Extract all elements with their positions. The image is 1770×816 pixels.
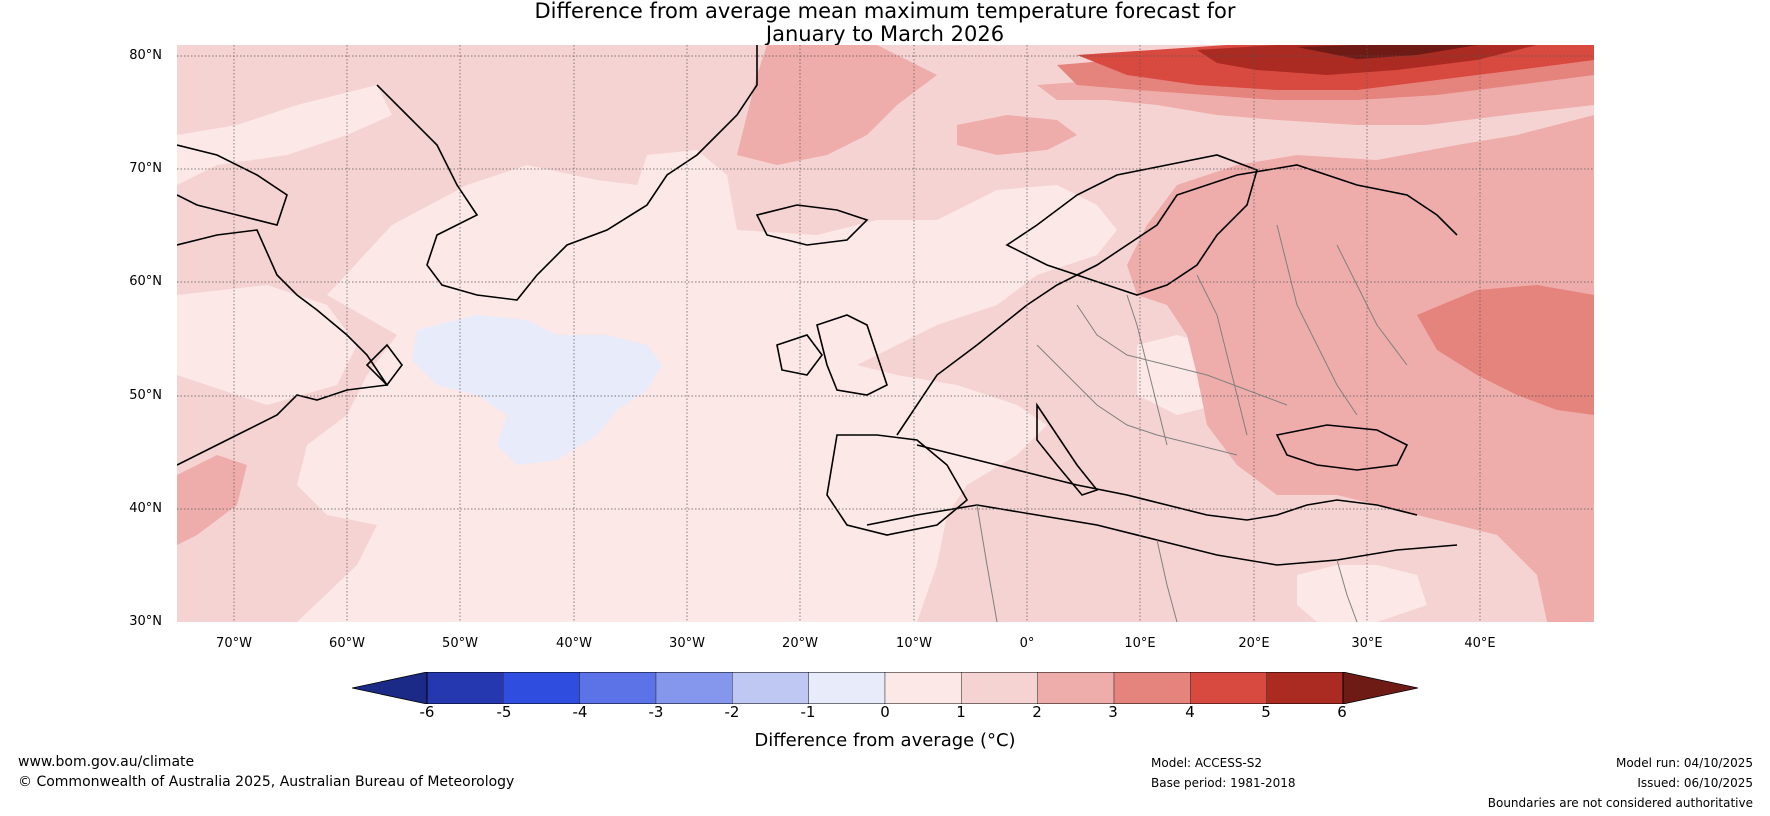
north-america-coast <box>177 229 389 466</box>
model-text: Model: ACCESS-S2 <box>1151 756 1263 770</box>
lon-label-20w: 20°W <box>782 636 818 651</box>
lon-label-40e: 40°E <box>1464 636 1496 651</box>
colorbar-segment <box>961 672 1038 704</box>
colorbar-label: Difference from average (°C) <box>754 730 1016 751</box>
anomaly-zone-2-to-3 <box>177 455 247 545</box>
lon-label-30w: 30°W <box>669 636 705 651</box>
baffin-island-coast <box>177 144 288 226</box>
lon-label-0: 0° <box>1019 636 1035 651</box>
colorbar-segment <box>732 672 809 704</box>
ireland-coast <box>776 334 823 376</box>
colorbar-extend-low <box>352 672 428 704</box>
mediterranean-coast <box>916 444 1418 521</box>
colorbar-segment <box>579 672 657 704</box>
anomaly-zone-2-to-3 <box>1447 445 1587 525</box>
colorbar-segment <box>655 672 733 704</box>
anomaly-zone-0-to-1 <box>177 285 357 405</box>
anomaly-zone-2-to-3 <box>957 115 1077 155</box>
anomaly-zone-minus-1-to-0 <box>412 315 662 465</box>
lon-label-40w: 40°W <box>556 636 592 651</box>
colorbar-segment <box>808 672 886 704</box>
colorbar-segment <box>426 672 504 704</box>
colorbar-tick: -2 <box>724 703 740 721</box>
country-border <box>976 504 998 622</box>
colorbar-tick: 4 <box>1185 703 1195 721</box>
disclaimer-text: Boundaries are not considered authoritat… <box>1487 796 1753 810</box>
lon-label-20e: 20°E <box>1238 636 1270 651</box>
anomaly-zone-0-to-1 <box>177 85 392 185</box>
country-border <box>1126 294 1168 446</box>
graticule <box>177 45 1594 622</box>
map-title-line-2: January to March 2026 <box>765 22 1005 46</box>
base-period-text: Base period: 1981-2018 <box>1151 776 1296 790</box>
model-run-text: Model run: 04/10/2025 <box>1615 756 1753 770</box>
lon-label-10w: 10°W <box>896 636 932 651</box>
colorbar-tick: 6 <box>1337 703 1347 721</box>
iceland-coast <box>755 204 869 246</box>
colorbar-tick: 1 <box>956 703 966 721</box>
europe-coast <box>896 164 1458 436</box>
british-isles-coast <box>816 314 888 396</box>
country-border <box>1196 274 1248 436</box>
colorbar-tick: -3 <box>648 703 664 721</box>
colorbar-segment <box>1266 672 1344 704</box>
country-border <box>1036 344 1238 456</box>
colorbar-segment <box>1037 672 1115 704</box>
colorbar-tick: -4 <box>572 703 588 721</box>
lon-label-30e: 30°E <box>1351 636 1383 651</box>
lat-label-80n: 80°N <box>129 48 162 63</box>
lat-label-40n: 40°N <box>129 501 162 516</box>
lat-label-50n: 50°N <box>129 388 162 403</box>
country-border <box>1276 224 1358 416</box>
newfoundland-coast <box>365 343 403 387</box>
iberia-coast <box>826 434 969 536</box>
country-border <box>1076 304 1288 406</box>
colorbar-segment <box>884 672 962 704</box>
lon-label-50w: 50°W <box>442 636 478 651</box>
colorbar-tick: -5 <box>496 703 512 721</box>
copyright-text: © Commonwealth of Australia 2025, Austra… <box>18 774 515 790</box>
colorbar-segment <box>503 672 580 704</box>
colorbar-tick: 2 <box>1032 703 1042 721</box>
country-borders <box>976 224 1408 622</box>
lat-label-30n: 30°N <box>129 614 162 629</box>
lon-label-60w: 60°W <box>329 636 365 651</box>
colorbar-tick: -6 <box>419 703 435 721</box>
colorbar <box>352 672 1418 704</box>
colorbar-tick: 5 <box>1261 703 1271 721</box>
anomaly-zone-2-to-3 <box>737 45 937 165</box>
colorbar-tick: 3 <box>1108 703 1118 721</box>
colorbar-segment <box>1113 672 1191 704</box>
anomaly-zone-3-to-4 <box>1417 285 1594 415</box>
country-border <box>1336 559 1358 622</box>
colorbar-tick: -1 <box>800 703 816 721</box>
colorbar-segment <box>1190 672 1267 704</box>
map-title-line-1: Difference from average mean maximum tem… <box>534 0 1236 23</box>
lat-label-60n: 60°N <box>129 274 162 289</box>
anomaly-zone-0-to-1 <box>297 150 1117 622</box>
forecast-map <box>177 45 1594 622</box>
country-border <box>1156 539 1178 622</box>
website-link[interactable]: www.bom.gov.au/climate <box>18 754 195 770</box>
issued-text: Issued: 06/10/2025 <box>1637 776 1753 790</box>
lon-label-70w: 70°W <box>216 636 252 651</box>
colorbar-tick: 0 <box>880 703 890 721</box>
lon-label-10e: 10°E <box>1124 636 1156 651</box>
lat-label-70n: 70°N <box>129 161 162 176</box>
anomaly-zone-0-to-1 <box>1297 565 1427 622</box>
black-sea-coast <box>1275 424 1409 471</box>
anomaly-zone-above-6 <box>1297 45 1477 59</box>
scandinavia-coast <box>1005 154 1258 296</box>
colorbar-outline <box>426 672 1344 704</box>
colorbar-extend-high <box>1342 672 1418 704</box>
italy-coast <box>1036 402 1099 496</box>
